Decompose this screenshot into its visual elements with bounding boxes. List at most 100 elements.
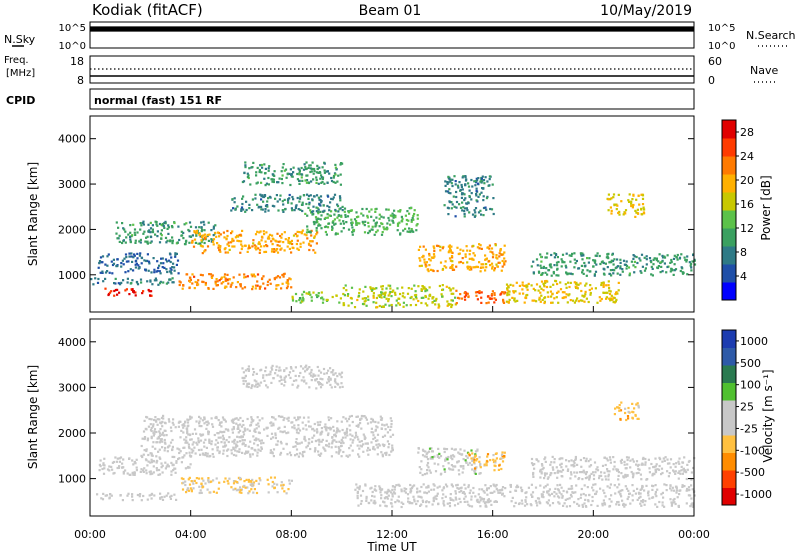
data-cell xyxy=(247,174,250,177)
data-cell xyxy=(493,267,496,270)
data-cell xyxy=(673,501,676,504)
data-cell xyxy=(254,193,257,196)
data-cell xyxy=(273,482,276,485)
data-cell xyxy=(443,450,446,454)
data-cell xyxy=(418,264,421,268)
data-cell xyxy=(424,287,427,291)
data-cell xyxy=(313,434,316,437)
data-cell xyxy=(355,415,358,418)
data-cell xyxy=(428,447,432,450)
data-cell xyxy=(607,198,610,201)
data-cell xyxy=(274,434,277,437)
data-cell xyxy=(448,505,452,508)
data-cell xyxy=(103,457,106,460)
data-cell xyxy=(319,386,323,389)
data-cell xyxy=(215,235,218,238)
data-cell xyxy=(462,206,465,209)
data-cell xyxy=(322,367,326,371)
data-cell xyxy=(580,493,583,496)
data-cell xyxy=(168,252,172,255)
data-cell xyxy=(235,454,238,457)
data-cell xyxy=(641,213,644,216)
data-cell xyxy=(187,465,190,469)
data-cell xyxy=(249,455,252,458)
data-cell xyxy=(318,440,321,443)
data-cell xyxy=(443,204,446,207)
data-cell xyxy=(306,214,309,217)
data-cell xyxy=(121,499,124,502)
data-cell xyxy=(161,471,164,474)
data-cell xyxy=(186,273,189,276)
data-cell xyxy=(652,473,655,476)
data-cell xyxy=(408,502,411,505)
data-cell xyxy=(161,222,165,226)
data-cell xyxy=(459,188,462,192)
data-cell xyxy=(332,176,335,179)
data-cell xyxy=(336,203,339,206)
data-cell xyxy=(595,468,598,471)
data-cell xyxy=(669,458,673,461)
data-cell xyxy=(484,254,487,257)
data-cell xyxy=(324,423,327,426)
data-cell xyxy=(688,261,691,264)
data-cell xyxy=(661,270,664,273)
data-cell xyxy=(225,285,228,288)
data-cell xyxy=(308,425,311,428)
data-cell xyxy=(476,449,479,452)
data-cell xyxy=(284,168,288,171)
data-cell xyxy=(676,496,679,499)
data-cell xyxy=(265,231,268,234)
data-cell xyxy=(475,194,478,197)
data-cell xyxy=(500,457,503,460)
data-cell xyxy=(535,258,539,261)
data-cell xyxy=(276,284,279,287)
data-cell xyxy=(451,265,454,268)
data-cell xyxy=(258,249,262,252)
data-cell xyxy=(567,281,570,284)
data-cell xyxy=(561,496,564,499)
scatter-region-3 xyxy=(98,455,192,476)
data-cell xyxy=(379,294,382,297)
data-cell xyxy=(511,296,514,299)
data-cell xyxy=(303,435,306,438)
data-cell xyxy=(381,292,384,295)
data-cell xyxy=(635,255,638,259)
data-cell xyxy=(283,249,286,252)
data-cell xyxy=(363,415,366,418)
data-cell xyxy=(425,505,428,508)
data-cell xyxy=(610,212,613,215)
data-cell xyxy=(432,245,435,248)
data-cell xyxy=(281,166,284,169)
data-cell xyxy=(266,237,270,240)
data-cell xyxy=(226,479,229,483)
data-cell xyxy=(376,229,379,232)
data-cell xyxy=(147,425,150,428)
data-cell xyxy=(217,436,220,439)
data-cell xyxy=(594,287,597,290)
data-cell xyxy=(375,287,378,290)
data-cell xyxy=(132,290,135,293)
data-cell xyxy=(367,221,370,224)
data-cell xyxy=(102,462,105,465)
data-cell xyxy=(403,490,406,493)
data-cell xyxy=(101,255,105,258)
data-cell xyxy=(411,502,414,505)
data-cell xyxy=(662,496,665,499)
data-cell xyxy=(608,505,611,508)
data-cell xyxy=(575,259,578,263)
data-cell xyxy=(478,460,481,463)
data-cell xyxy=(268,165,271,168)
data-cell xyxy=(323,209,326,212)
data-cell xyxy=(435,244,439,247)
data-cell xyxy=(447,213,450,216)
data-cell xyxy=(363,297,366,300)
scatter-region-8 xyxy=(354,483,696,509)
data-cell xyxy=(584,494,587,497)
data-cell xyxy=(179,281,182,284)
data-cell xyxy=(370,208,373,211)
data-cell xyxy=(612,272,615,275)
data-cell xyxy=(301,455,305,458)
data-cell xyxy=(480,181,483,184)
data-cell xyxy=(144,240,147,243)
data-cell xyxy=(403,487,406,490)
